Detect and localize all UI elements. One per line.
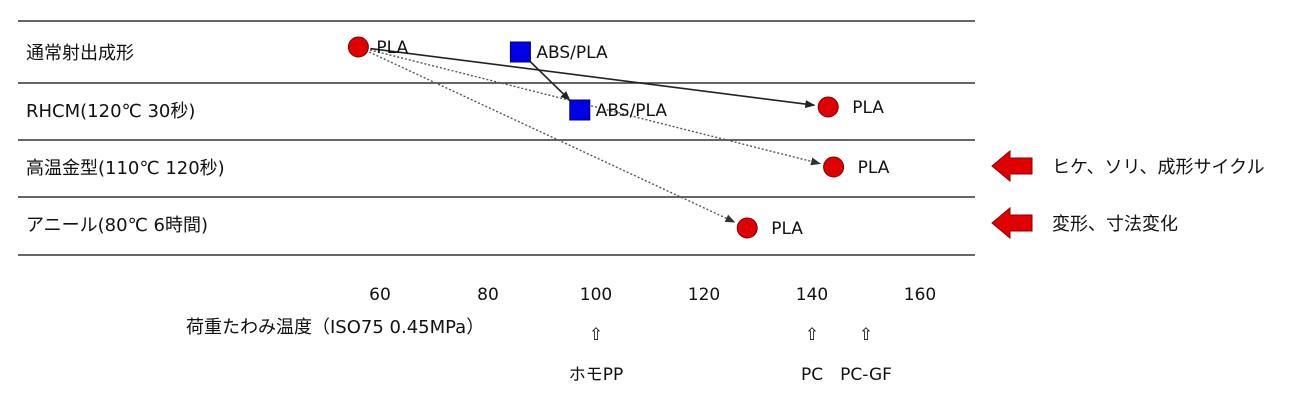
x-tick-label: 120 — [688, 285, 720, 305]
reference-label: PC-GF — [840, 365, 892, 385]
row-label: 高温金型(110℃ 120秒) — [26, 158, 225, 179]
transition-arrow — [368, 51, 736, 223]
row-label: 通常射出成形 — [26, 43, 134, 64]
data-point-label: PLA — [858, 158, 890, 178]
callout-arrow-icon — [991, 206, 1033, 240]
data-point-circle — [817, 96, 839, 118]
data-point-label: PLA — [771, 219, 803, 239]
reference-label: PC — [801, 365, 823, 385]
row-label: アニール(80℃ 6時間) — [26, 215, 208, 236]
data-point-square — [509, 41, 531, 63]
reference-label: ホモPP — [569, 365, 624, 385]
x-tick-label: 140 — [796, 285, 828, 305]
callout-text: 変形、寸法変化 — [1052, 214, 1178, 235]
data-point-circle — [736, 217, 758, 239]
data-point-circle — [347, 36, 369, 58]
row-label: RHCM(120℃ 30秒) — [26, 101, 195, 122]
data-point-label: ABS/PLA — [596, 101, 668, 121]
data-point-label: ABS/PLA — [536, 43, 608, 63]
callout-arrow-icon — [991, 149, 1033, 183]
data-point-label: PLA — [376, 38, 408, 58]
x-tick-label: 80 — [477, 285, 499, 305]
data-point-square — [569, 99, 591, 121]
reference-arrow-icon: ⇧ — [859, 325, 873, 345]
data-point-circle — [823, 156, 845, 178]
reference-arrow-icon: ⇧ — [589, 325, 603, 345]
x-tick-label: 100 — [580, 285, 612, 305]
transition-arrow — [369, 49, 821, 166]
x-axis-title: 荷重たわみ温度（ISO75 0.45MPa） — [186, 317, 484, 338]
transition-arrow — [528, 59, 571, 101]
x-tick-label: 160 — [904, 285, 936, 305]
data-point-label: PLA — [852, 98, 884, 118]
x-tick-label: 60 — [369, 285, 391, 305]
callout-text: ヒケ、ソリ、成形サイクル — [1052, 157, 1265, 178]
transition-arrow — [370, 47, 816, 109]
reference-arrow-icon: ⇧ — [805, 325, 819, 345]
